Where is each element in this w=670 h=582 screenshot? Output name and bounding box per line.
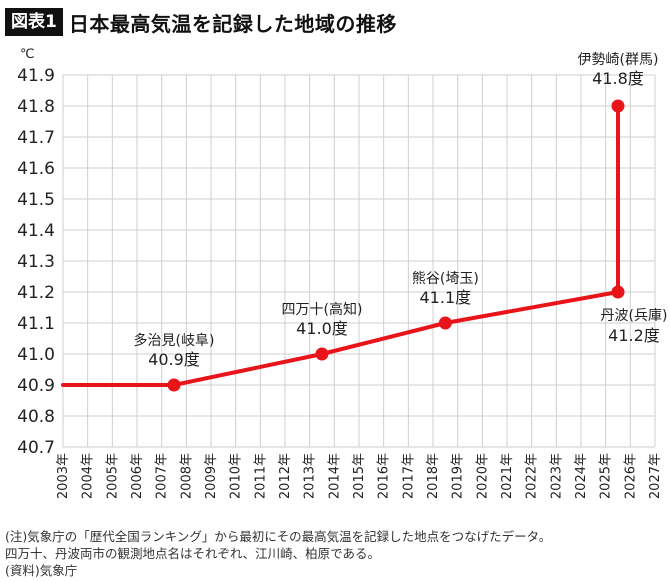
- gridlines: [62, 74, 656, 448]
- point-location-label: 伊勢崎(群馬): [578, 52, 659, 68]
- x-tick-label: 2023年: [549, 453, 564, 499]
- point-location-label: 熊谷(埼玉): [412, 271, 479, 287]
- x-tick-label: 2003年: [56, 453, 71, 499]
- x-tick-label: 2021年: [500, 453, 515, 499]
- x-tick-label: 2006年: [130, 453, 145, 499]
- figure-badge: 図表1: [5, 8, 63, 36]
- x-tick-label: 2009年: [204, 453, 219, 499]
- x-tick-label: 2025年: [599, 453, 614, 499]
- x-tick-label: 2015年: [352, 453, 367, 499]
- data-point: [611, 99, 625, 113]
- series-line: [61, 104, 620, 387]
- x-tick-label: 2008年: [179, 453, 194, 499]
- y-tick-label: 41.7: [17, 128, 55, 148]
- note-line: (注)気象庁の「歴代全国ランキング」から最初にその最高気温を記録した地点をつなげ…: [5, 529, 552, 544]
- point-value-label: 41.1度: [420, 288, 472, 307]
- point-location-label: 四万十(高知): [282, 301, 363, 318]
- data-point: [315, 347, 329, 361]
- y-tick-label: 40.9: [17, 376, 55, 396]
- point-value-label: 41.0度: [296, 319, 348, 338]
- y-tick-label: 41.3: [17, 252, 55, 272]
- x-tick-label: 2005年: [105, 453, 120, 499]
- y-tick-label: 41.9: [17, 66, 55, 86]
- y-axis-ticks: 40.7 40.8 40.9 41.0 41.1 41.2 41.3 41.4 41.5 41.6…: [17, 66, 55, 458]
- y-tick-label: 41.6: [17, 159, 55, 179]
- data-points: [167, 99, 625, 392]
- x-tick-label: 2007年: [155, 453, 170, 499]
- x-tick-label: 2024年: [574, 453, 589, 499]
- x-tick-label: 2019年: [451, 453, 466, 499]
- x-tick-label: 2010年: [229, 453, 244, 499]
- y-tick-label: 41.0: [17, 345, 55, 365]
- note-line: 四万十、丹波両市の観測地点名はそれぞれ、江川崎、柏原である。: [5, 546, 381, 561]
- chart-title: 日本最高気温を記録した地域の推移: [68, 11, 397, 36]
- x-tick-label: 2017年: [401, 453, 416, 499]
- point-value-label: 40.9度: [148, 350, 200, 369]
- x-tick-label: 2016年: [377, 453, 392, 499]
- x-tick-label: 2026年: [623, 453, 638, 499]
- point-value-label: 41.8度: [592, 69, 644, 88]
- y-tick-label: 41.4: [17, 221, 55, 241]
- chart-notes: (注)気象庁の「歴代全国ランキング」から最初にその最高気温を記録した地点をつなげ…: [5, 528, 551, 579]
- x-tick-label: 2004年: [81, 453, 96, 499]
- y-tick-label: 40.8: [17, 407, 55, 427]
- data-point: [438, 316, 452, 330]
- x-tick-label: 2012年: [278, 453, 293, 499]
- y-tick-label: 41.5: [17, 190, 55, 210]
- point-location-label: 丹波(兵庫): [601, 307, 668, 324]
- x-tick-label: 2027年: [648, 453, 663, 499]
- y-tick-label: 41.1: [17, 314, 55, 334]
- point-value-label: 41.2度: [608, 326, 660, 345]
- point-location-label: 多治見(岐阜): [134, 332, 215, 349]
- x-tick-label: 2014年: [327, 453, 342, 499]
- x-tick-label: 2018年: [426, 453, 441, 499]
- x-axis-ticks: 2003年 2004年 2005年 2006年 2007年 2008年 2009年 2010年…: [56, 453, 663, 499]
- chart-header: 図表1 日本最高気温を記録した地域の推移: [5, 8, 397, 36]
- x-tick-label: 2020年: [475, 453, 490, 499]
- y-axis-unit: ℃: [20, 47, 35, 62]
- line-chart: 40.7 40.8 40.9 41.0 41.1 41.2 41.3 41.4 41.5 41.6…: [17, 47, 668, 499]
- x-tick-label: 2022年: [525, 453, 540, 499]
- data-point: [167, 378, 181, 392]
- x-tick-label: 2013年: [303, 453, 318, 499]
- series-polyline: [61, 104, 620, 387]
- data-annotations: 多治見(岐阜)40.9度 四万十(高知)41.0度 熊谷(埼玉)41.1度丹波(兵庫…: [134, 52, 668, 369]
- y-tick-label: 41.8: [17, 97, 55, 117]
- source-line: (資料)気象庁: [5, 563, 78, 578]
- y-tick-label: 41.2: [17, 283, 55, 303]
- y-tick-label: 40.7: [17, 438, 55, 458]
- data-point: [611, 285, 625, 299]
- x-tick-label: 2011年: [253, 453, 268, 499]
